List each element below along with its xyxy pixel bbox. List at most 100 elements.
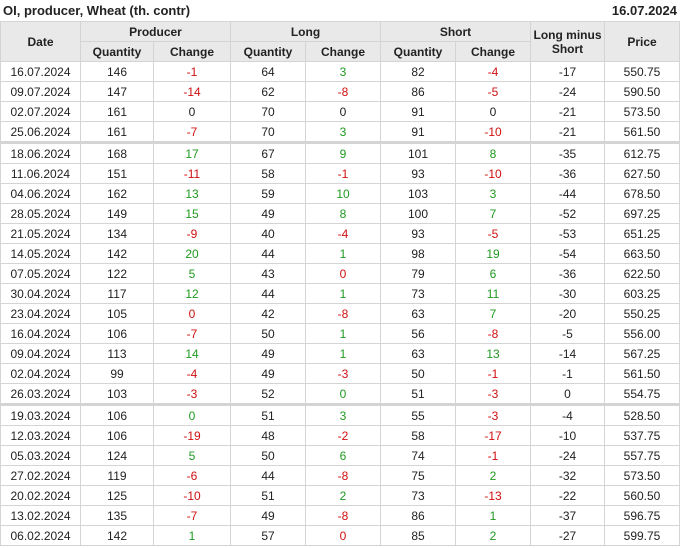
short-quantity-cell: 74 — [380, 445, 457, 466]
producer-change-cell: 15 — [153, 203, 231, 224]
price-cell: 590.50 — [604, 81, 680, 102]
date-cell: 23.04.2024 — [0, 303, 81, 324]
oi-table: Date Producer Long Short Long minus Shor… — [0, 21, 680, 546]
long-minus-short-cell: -24 — [530, 81, 606, 102]
short-change-cell: 7 — [455, 303, 532, 324]
long-change-cell: -8 — [304, 81, 382, 102]
long-quantity-cell: 49 — [230, 203, 306, 224]
producer-change-cell: -3 — [153, 383, 231, 405]
producer-quantity-cell: 162 — [80, 183, 154, 204]
table-row: 09.04.2024 113 14 49 1 63 13 -14 567.25 — [0, 343, 680, 364]
header-short: Short — [380, 21, 532, 42]
table-row: 12.03.2024 106 -19 48 -2 58 -17 -10 537.75 — [0, 425, 680, 446]
long-quantity-cell: 58 — [230, 163, 306, 184]
price-cell: 596.75 — [604, 505, 680, 526]
short-change-cell: -3 — [455, 403, 532, 426]
producer-change-cell: 0 — [153, 303, 231, 324]
date-cell: 16.04.2024 — [0, 323, 81, 344]
long-minus-short-cell: -32 — [530, 465, 606, 486]
short-change-cell: 0 — [455, 101, 532, 122]
long-change-cell: 0 — [304, 525, 382, 546]
producer-quantity-cell: 161 — [80, 101, 154, 122]
date-cell: 16.07.2024 — [0, 61, 81, 82]
date-cell: 09.04.2024 — [0, 343, 81, 364]
long-quantity-cell: 43 — [230, 263, 306, 284]
long-quantity-cell: 51 — [230, 485, 306, 506]
long-change-cell: 9 — [304, 141, 382, 164]
producer-change-cell: 20 — [153, 243, 231, 264]
long-quantity-cell: 44 — [230, 465, 306, 486]
producer-change-cell: -6 — [153, 465, 231, 486]
short-quantity-cell: 86 — [380, 505, 457, 526]
price-cell: 537.75 — [604, 425, 680, 446]
short-change-cell: -17 — [455, 425, 532, 446]
short-quantity-cell: 82 — [380, 61, 457, 82]
long-quantity-cell: 44 — [230, 243, 306, 264]
date-cell: 11.06.2024 — [0, 163, 81, 184]
table-row: 20.02.2024 125 -10 51 2 73 -13 -22 560.50 — [0, 485, 680, 506]
price-cell: 622.50 — [604, 263, 680, 284]
long-change-cell: 0 — [304, 101, 382, 122]
short-change-cell: -13 — [455, 485, 532, 506]
producer-change-cell: 5 — [153, 445, 231, 466]
long-change-cell: 6 — [304, 445, 382, 466]
long-change-cell: 1 — [304, 283, 382, 304]
date-cell: 07.05.2024 — [0, 263, 81, 284]
long-change-cell: -2 — [304, 425, 382, 446]
producer-change-cell: -19 — [153, 425, 231, 446]
producer-change-cell: 17 — [153, 141, 231, 164]
producer-change-cell: -9 — [153, 223, 231, 244]
short-change-cell: 6 — [455, 263, 532, 284]
long-quantity-cell: 57 — [230, 525, 306, 546]
long-change-cell: 1 — [304, 323, 382, 344]
long-minus-short-cell: -5 — [530, 323, 606, 344]
price-cell: 557.75 — [604, 445, 680, 466]
long-quantity-cell: 70 — [230, 101, 306, 122]
producer-change-cell: 0 — [153, 101, 231, 122]
producer-quantity-cell: 113 — [80, 343, 154, 364]
header-long: Long — [229, 21, 382, 42]
short-quantity-cell: 79 — [380, 263, 457, 284]
long-minus-short-cell: -20 — [530, 303, 606, 324]
producer-quantity-cell: 99 — [80, 363, 154, 384]
price-cell: 612.75 — [604, 141, 680, 164]
producer-change-cell: -10 — [153, 485, 231, 506]
short-quantity-cell: 63 — [380, 303, 457, 324]
producer-quantity-cell: 168 — [80, 141, 154, 164]
long-minus-short-cell: -24 — [530, 445, 606, 466]
short-change-cell: -8 — [455, 323, 532, 344]
table-row: 04.06.2024 162 13 59 10 103 3 -44 678.50 — [0, 183, 680, 204]
date-cell: 27.02.2024 — [0, 465, 81, 486]
short-change-cell: -5 — [455, 223, 532, 244]
table-row: 02.07.2024 161 0 70 0 91 0 -21 573.50 — [0, 101, 680, 122]
producer-quantity-cell: 134 — [80, 223, 154, 244]
long-minus-short-cell: -37 — [530, 505, 606, 526]
date-cell: 28.05.2024 — [0, 203, 81, 224]
long-minus-short-cell: -1 — [530, 363, 606, 384]
date-cell: 25.06.2024 — [0, 121, 81, 143]
producer-change-cell: 13 — [153, 183, 231, 204]
producer-change-cell: -14 — [153, 81, 231, 102]
table-row: 11.06.2024 151 -11 58 -1 93 -10 -36 627.50 — [0, 163, 680, 184]
long-change-cell: -8 — [304, 303, 382, 324]
producer-quantity-cell: 106 — [80, 323, 154, 344]
price-cell: 603.25 — [604, 283, 680, 304]
long-change-cell: 3 — [304, 403, 382, 426]
long-change-cell: -8 — [304, 505, 382, 526]
short-quantity-cell: 98 — [380, 243, 457, 264]
producer-change-cell: 5 — [153, 263, 231, 284]
table-row: 19.03.2024 106 0 51 3 55 -3 -4 528.50 — [0, 403, 680, 426]
long-minus-short-cell: -17 — [530, 61, 606, 82]
long-minus-short-cell: -36 — [530, 163, 606, 184]
price-cell: 561.50 — [604, 363, 680, 384]
long-quantity-cell: 67 — [230, 141, 306, 164]
long-quantity-cell: 49 — [230, 505, 306, 526]
long-minus-short-cell: -53 — [530, 223, 606, 244]
table-row: 09.07.2024 147 -14 62 -8 86 -5 -24 590.50 — [0, 81, 680, 102]
producer-quantity-cell: 125 — [80, 485, 154, 506]
short-quantity-cell: 93 — [380, 163, 457, 184]
price-cell: 697.25 — [604, 203, 680, 224]
table-row: 16.04.2024 106 -7 50 1 56 -8 -5 556.00 — [0, 323, 680, 344]
long-quantity-cell: 49 — [230, 343, 306, 364]
date-cell: 30.04.2024 — [0, 283, 81, 304]
